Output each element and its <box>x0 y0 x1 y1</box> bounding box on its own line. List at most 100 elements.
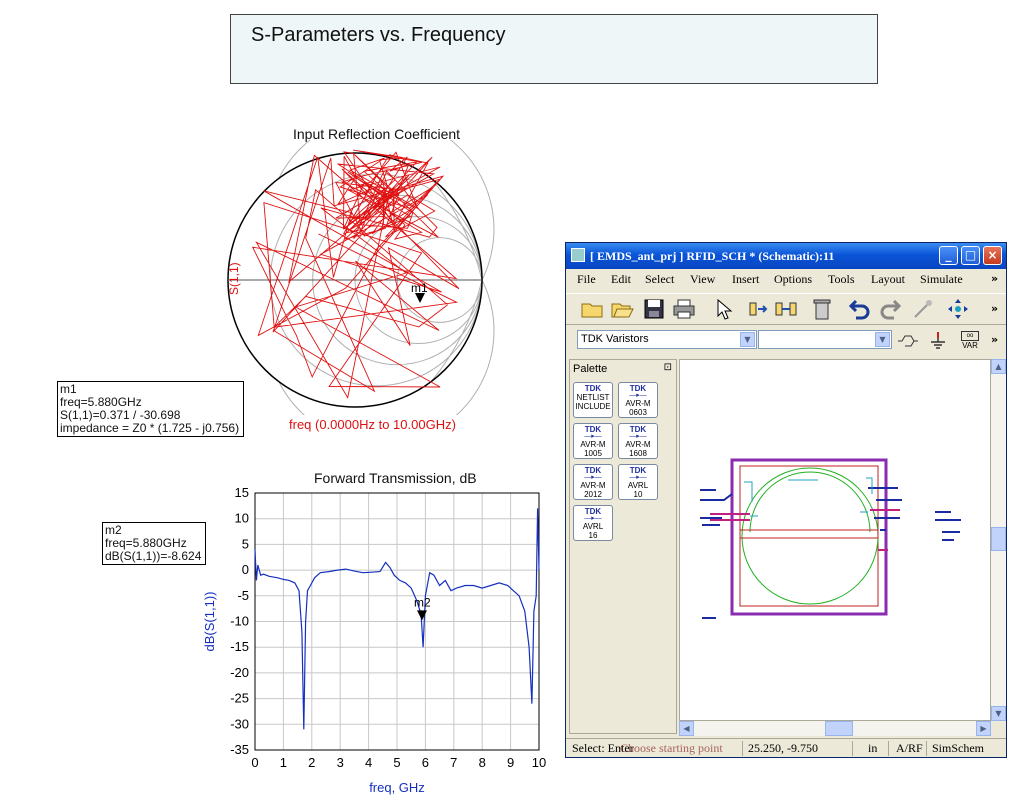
palette-item-netlist-include[interactable]: TDK NETLIST INCLUDE <box>573 382 613 418</box>
varistor-icon: —▸— <box>629 433 647 440</box>
x-tick-label: 7 <box>450 755 457 770</box>
print-icon[interactable] <box>672 297 696 321</box>
wires-cyan <box>744 477 873 517</box>
x-tick-label: 2 <box>308 755 315 770</box>
schematic-window[interactable]: [ EMDS_ant_prj ] RFID_SCH * (Schematic):… <box>565 242 1007 758</box>
chevron-down-icon[interactable]: ▼ <box>875 332 890 347</box>
undo-icon[interactable] <box>848 297 872 321</box>
x-tick-label: 8 <box>479 755 486 770</box>
m1-s11: S(1,1)=0.371 / -30.698 <box>60 408 181 422</box>
m2-freq: freq=5.880GHz <box>105 536 187 550</box>
menu-view[interactable]: View <box>690 272 716 286</box>
minimize-button[interactable]: _ <box>939 246 958 265</box>
smith-xlabel: freq (0.0000Hz to 10.00GHz) <box>289 417 456 432</box>
schematic-canvas[interactable] <box>679 359 991 721</box>
schematic-drawing <box>700 458 961 619</box>
m1-name: m1 <box>60 382 77 396</box>
open-folder-icon[interactable] <box>610 297 634 321</box>
chevron-down-icon[interactable]: ▼ <box>740 332 755 347</box>
varistor-icon: —▸— <box>584 474 602 481</box>
toolbar2-overflow[interactable]: » <box>991 333 999 346</box>
palette-title: Palette <box>573 363 608 375</box>
smith-trace-line <box>251 149 460 399</box>
component-combo[interactable]: ▼ <box>758 330 892 349</box>
y-tick-label: -35 <box>230 742 249 757</box>
smith-reactance-arc <box>278 279 495 415</box>
transmission-chart: 0 1 2 3 4 5 6 7 8 9 10 15 10 5 0 -5 -10 -15 -20 -25 -30 -35 m2… <box>202 485 546 795</box>
insert-wire-icon[interactable] <box>774 297 798 321</box>
page-title-box: S-Parameters vs. Frequency <box>230 14 878 84</box>
redo-icon[interactable] <box>878 297 902 321</box>
new-folder-icon[interactable] <box>580 297 604 321</box>
menu-select[interactable]: Select <box>645 272 675 286</box>
menu-insert[interactable]: Insert <box>732 272 760 286</box>
palette-item-avr-m-0603[interactable]: TDK —▸— AVR-M 0603 <box>618 382 658 418</box>
y-tick-label: -5 <box>237 588 249 603</box>
y-tick-label: 10 <box>235 511 249 526</box>
ground-icon[interactable] <box>926 329 950 353</box>
hscroll-thumb[interactable] <box>825 721 853 736</box>
menu-edit[interactable]: Edit <box>611 272 631 286</box>
status-sim: SimSchem <box>932 741 985 755</box>
var-icon[interactable]: oo VAR <box>961 331 979 350</box>
y-tick-label: -10 <box>230 614 249 629</box>
vertical-scrollbar[interactable]: ▲ ▼ <box>991 359 1006 721</box>
x-tick-label: 6 <box>422 755 429 770</box>
scroll-right-icon[interactable]: ▶ <box>976 721 991 736</box>
palette-item-avr-m-2012[interactable]: TDK —▸— AVR-M 2012 <box>573 464 613 500</box>
status-bar: Select: Enter Choose starting point 25.2… <box>566 738 1006 758</box>
move-icon[interactable] <box>946 297 970 321</box>
menu-tools[interactable]: Tools <box>828 272 855 286</box>
window-title: [ EMDS_ant_prj ] RFID_SCH * (Schematic):… <box>590 249 835 263</box>
y-tick-label: -20 <box>230 665 249 680</box>
y-tick-label: -30 <box>230 716 249 731</box>
palette-item-avrl-16[interactable]: TDK —▸— AVRL 16 <box>573 505 613 541</box>
varistor-icon: —▸— <box>584 515 602 522</box>
close-button[interactable]: × <box>983 246 1002 265</box>
menubar: File Edit Select View Insert Options Too… <box>566 269 1006 291</box>
chart-marker-label: m2 <box>414 595 431 609</box>
port-icon[interactable] <box>896 329 920 353</box>
arc-inner <box>749 471 871 533</box>
varistor-icon: —▸— <box>584 433 602 440</box>
smith-marker-label: m1 <box>411 281 428 295</box>
wires <box>710 509 900 551</box>
pin-icon[interactable]: ⊡ <box>663 362 672 373</box>
component-toolbar: TDK Varistors ▼ ▼ oo VAR » <box>566 327 1006 355</box>
y-tick-label: -15 <box>230 639 249 654</box>
y-tick-label: 5 <box>242 536 249 551</box>
page-title: S-Parameters vs. Frequency <box>251 24 506 46</box>
palette-item-avrl-10[interactable]: TDK —▸— AVRL 10 <box>618 464 658 500</box>
m2-db: dB(S(1,1))=-8.624 <box>105 549 202 563</box>
palette-item-avr-m-1005[interactable]: TDK —▸— AVR-M 1005 <box>573 423 613 459</box>
menu-options[interactable]: Options <box>774 272 813 286</box>
deselect-icon[interactable] <box>911 297 935 321</box>
x-tick-label: 5 <box>393 755 400 770</box>
insert-component-icon[interactable] <box>746 297 770 321</box>
menu-overflow[interactable]: » <box>991 272 999 285</box>
smith-reactance-arc <box>278 140 495 281</box>
toolbar-overflow[interactable]: » <box>991 302 999 315</box>
scroll-left-icon[interactable]: ◀ <box>679 721 694 736</box>
menu-layout[interactable]: Layout <box>871 272 905 286</box>
status-units: in <box>868 741 878 755</box>
series-line <box>254 508 540 730</box>
window-titlebar[interactable]: [ EMDS_ant_prj ] RFID_SCH * (Schematic):… <box>566 243 1006 269</box>
scroll-up-icon[interactable]: ▲ <box>991 359 1006 374</box>
delete-icon[interactable] <box>810 297 834 321</box>
menu-simulate[interactable]: Simulate <box>920 272 963 286</box>
menu-file[interactable]: File <box>577 272 596 286</box>
smith-ylabel: S(1,1) <box>227 262 241 295</box>
chart-marker-triangle <box>416 610 427 621</box>
library-combo[interactable]: TDK Varistors ▼ <box>577 330 757 349</box>
select-arrow-icon[interactable] <box>712 297 736 321</box>
scroll-down-icon[interactable]: ▼ <box>991 706 1006 721</box>
y-tick-label: 0 <box>242 562 249 577</box>
horizontal-scrollbar[interactable]: ◀ ▶ <box>679 721 991 736</box>
palette-item-avr-m-1608[interactable]: TDK —▸— AVR-M 1608 <box>618 423 658 459</box>
scroll-thumb[interactable] <box>991 527 1006 551</box>
library-combo-value: TDK Varistors <box>581 333 649 345</box>
var-label: VAR <box>962 341 978 350</box>
save-icon[interactable] <box>642 297 666 321</box>
maximize-button[interactable]: □ <box>961 246 980 265</box>
